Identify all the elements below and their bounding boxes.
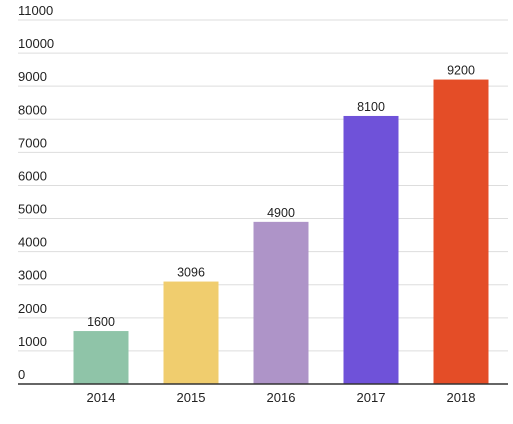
bar-2015 bbox=[163, 281, 219, 384]
y-tick-label: 1000 bbox=[18, 334, 47, 349]
y-tick-label: 3000 bbox=[18, 268, 47, 283]
y-tick-label: 11000 bbox=[18, 3, 53, 18]
bar-2017 bbox=[343, 115, 399, 385]
y-tick-label: 10000 bbox=[18, 36, 54, 51]
y-tick-label: 6000 bbox=[18, 168, 47, 183]
data-label: 3096 bbox=[177, 266, 205, 280]
x-tick-label: 2016 bbox=[267, 390, 296, 405]
y-tick-label: 0 bbox=[18, 367, 25, 382]
x-axis-tick-labels: 2014 2015 2016 2017 2018 bbox=[87, 390, 476, 405]
gridlines bbox=[18, 19, 508, 352]
y-tick-label: 2000 bbox=[18, 301, 47, 316]
y-tick-label: 7000 bbox=[18, 135, 47, 150]
data-label: 4900 bbox=[267, 206, 295, 220]
data-label: 1600 bbox=[87, 315, 115, 329]
bar-2016 bbox=[253, 221, 309, 384]
y-axis-tick-labels: 0 1000 2000 3000 4000 5000 6000 7000 8000 9000 100… bbox=[18, 3, 54, 382]
x-tick-label: 2017 bbox=[357, 390, 386, 405]
bar-2014 bbox=[73, 331, 129, 384]
x-tick-label: 2018 bbox=[447, 390, 476, 405]
bar-2018 bbox=[433, 79, 489, 385]
data-label: 9200 bbox=[447, 64, 475, 78]
y-tick-label: 9000 bbox=[18, 69, 47, 84]
bars bbox=[73, 79, 489, 385]
y-tick-label: 8000 bbox=[18, 102, 47, 117]
data-label: 8100 bbox=[357, 100, 385, 114]
x-tick-label: 2015 bbox=[177, 390, 206, 405]
y-tick-label: 5000 bbox=[18, 202, 47, 217]
data-labels: 1600 3096 4900 8100 9200 bbox=[87, 64, 475, 329]
x-tick-label: 2014 bbox=[87, 390, 116, 405]
y-tick-label: 4000 bbox=[18, 235, 47, 250]
